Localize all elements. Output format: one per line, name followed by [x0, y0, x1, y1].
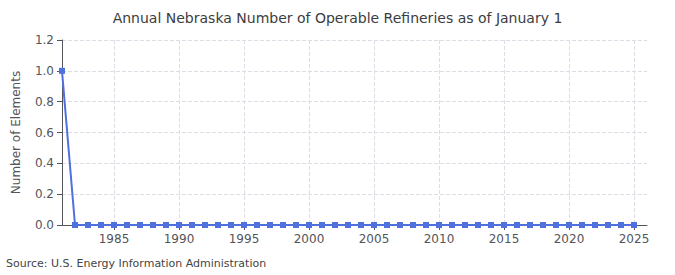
svg-text:2015: 2015	[489, 232, 520, 246]
svg-text:2000: 2000	[294, 232, 325, 246]
svg-text:1985: 1985	[99, 232, 130, 246]
svg-text:Source: U.S. Energy Informatio: Source: U.S. Energy Information Administ…	[6, 257, 266, 270]
svg-text:2025: 2025	[619, 232, 650, 246]
svg-text:1.2: 1.2	[35, 33, 54, 47]
svg-text:0.4: 0.4	[35, 156, 54, 170]
svg-text:0.2: 0.2	[35, 187, 54, 201]
svg-text:0.0: 0.0	[35, 218, 54, 232]
svg-text:1995: 1995	[229, 232, 260, 246]
svg-text:2010: 2010	[424, 232, 455, 246]
svg-text:0.6: 0.6	[35, 126, 54, 140]
svg-text:0.8: 0.8	[35, 95, 54, 109]
svg-text:Number of Elements: Number of Elements	[9, 71, 23, 194]
svg-text:Annual Nebraska Number of Oper: Annual Nebraska Number of Operable Refin…	[113, 10, 563, 26]
svg-text:2005: 2005	[359, 232, 390, 246]
svg-text:1990: 1990	[164, 232, 195, 246]
svg-text:1.0: 1.0	[35, 64, 54, 78]
svg-text:2020: 2020	[554, 232, 585, 246]
